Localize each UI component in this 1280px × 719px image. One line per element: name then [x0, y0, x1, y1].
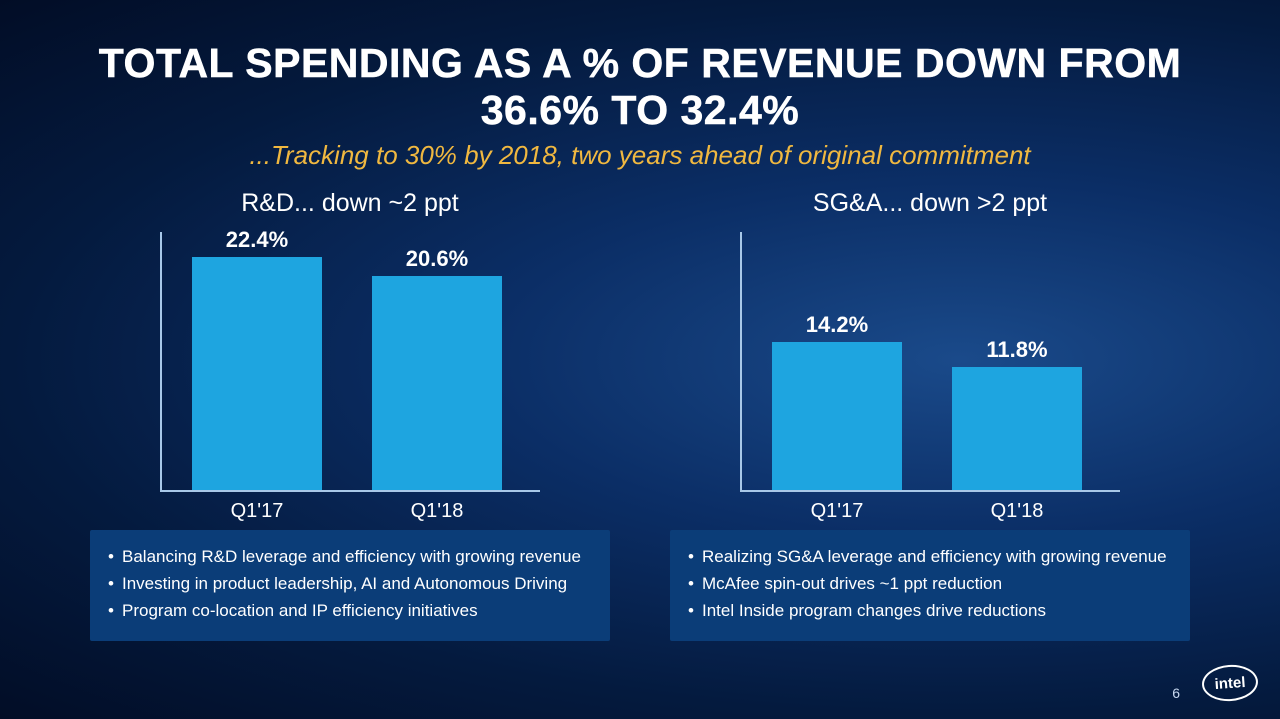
bar-value-label: 20.6% [372, 246, 502, 272]
panel-sga-title: SG&A... down >2 ppt [813, 189, 1047, 218]
bullets-sga: Realizing SG&A leverage and efficiency w… [670, 530, 1190, 641]
slide-subtitle: ...Tracking to 30% by 2018, two years ah… [90, 140, 1190, 171]
bar-value-label: 22.4% [192, 227, 322, 253]
bullet-item: Intel Inside program changes drive reduc… [680, 600, 1174, 623]
bullet-item: Balancing R&D leverage and efficiency wi… [100, 546, 594, 569]
chart-bar: 22.4% [192, 257, 322, 490]
bar-value-label: 14.2% [772, 312, 902, 338]
x-axis-label: Q1'18 [952, 500, 1082, 523]
chart-bar: 14.2% [772, 342, 902, 490]
slide: TOTAL SPENDING AS A % OF REVENUE DOWN FR… [0, 0, 1280, 719]
chart-rd: 22.4%Q1'1720.6%Q1'18 [90, 218, 610, 492]
bullet-item: Program co-location and IP efficiency in… [100, 600, 594, 623]
panel-rd: R&D... down ~2 ppt 22.4%Q1'1720.6%Q1'18 … [90, 189, 610, 641]
intel-logo: intel [1202, 665, 1262, 705]
bullet-item: Investing in product leadership, AI and … [100, 573, 594, 596]
page-number: 6 [1172, 685, 1180, 701]
chart-sga: 14.2%Q1'1711.8%Q1'18 [670, 218, 1190, 492]
bullet-item: McAfee spin-out drives ~1 ppt reduction [680, 573, 1174, 596]
chart-bar: 20.6% [372, 276, 502, 490]
bullet-item: Realizing SG&A leverage and efficiency w… [680, 546, 1174, 569]
x-axis-label: Q1'18 [372, 500, 502, 523]
panel-rd-title: R&D... down ~2 ppt [241, 189, 458, 218]
bar-value-label: 11.8% [952, 337, 1082, 363]
chart-bar: 11.8% [952, 367, 1082, 490]
plot-sga: 14.2%Q1'1711.8%Q1'18 [740, 232, 1120, 492]
x-axis-label: Q1'17 [772, 500, 902, 523]
plot-rd: 22.4%Q1'1720.6%Q1'18 [160, 232, 540, 492]
slide-title: TOTAL SPENDING AS A % OF REVENUE DOWN FR… [90, 40, 1190, 134]
panel-sga: SG&A... down >2 ppt 14.2%Q1'1711.8%Q1'18… [670, 189, 1190, 641]
charts-row: R&D... down ~2 ppt 22.4%Q1'1720.6%Q1'18 … [90, 189, 1190, 641]
bullets-rd: Balancing R&D leverage and efficiency wi… [90, 530, 610, 641]
x-axis-label: Q1'17 [192, 500, 322, 523]
intel-logo-text: intel [1201, 663, 1259, 703]
